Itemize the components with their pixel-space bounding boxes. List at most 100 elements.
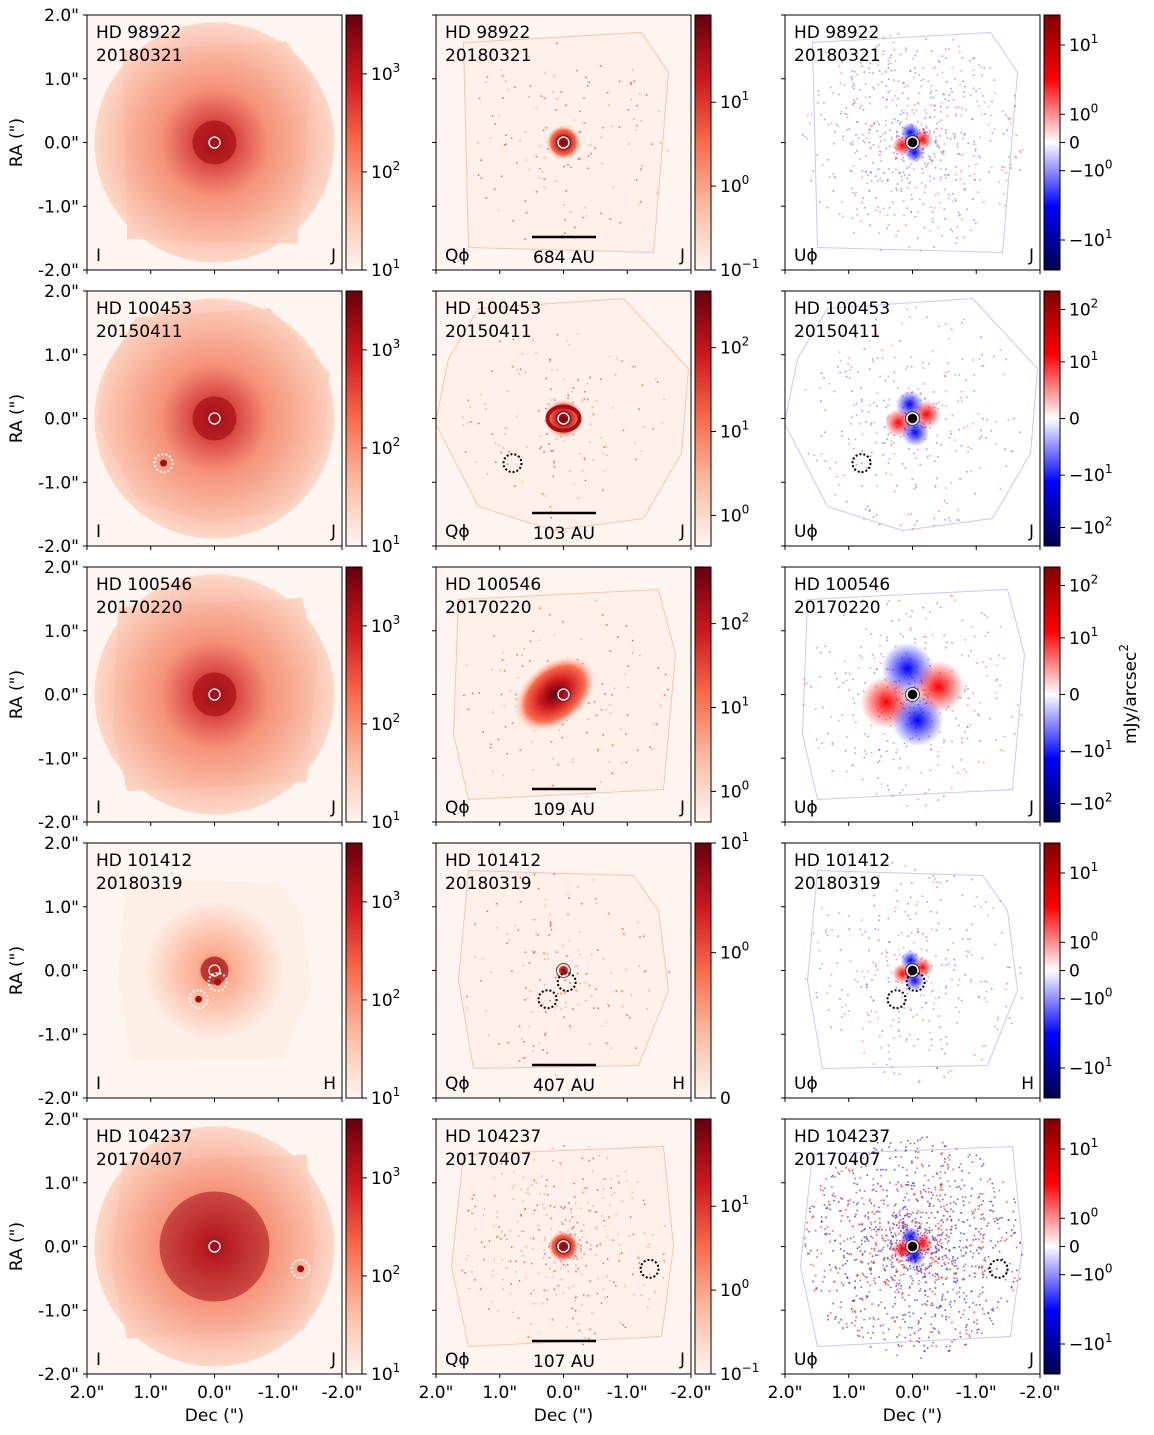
noise-pixel <box>938 510 940 513</box>
noise-pixel <box>584 479 587 482</box>
noise-pixel <box>624 673 627 675</box>
noise-pixel <box>529 659 531 662</box>
noise-pixel <box>596 1189 599 1191</box>
noise-pixel <box>542 129 545 132</box>
noise-pixel <box>826 206 829 209</box>
noise-pixel <box>939 1304 942 1307</box>
noise-pixel <box>840 1197 842 1199</box>
y-tick-label: 0.0" <box>44 1238 79 1258</box>
noise-pixel <box>892 117 895 120</box>
noise-pixel <box>910 626 912 629</box>
noise-pixel <box>955 717 957 720</box>
noise-pixel <box>647 1246 649 1249</box>
noise-pixel <box>869 1221 872 1224</box>
noise-pixel <box>866 55 869 57</box>
noise-pixel <box>915 1220 917 1223</box>
noise-pixel <box>840 1301 842 1304</box>
noise-pixel <box>893 371 896 374</box>
noise-pixel <box>995 1217 998 1219</box>
noise-pixel <box>632 365 635 368</box>
noise-pixel <box>490 1301 493 1304</box>
noise-pixel <box>974 1208 977 1211</box>
noise-pixel <box>602 1288 604 1291</box>
noise-pixel <box>963 1278 965 1281</box>
noise-pixel <box>965 470 968 473</box>
noise-pixel <box>544 1237 547 1239</box>
noise-pixel <box>953 958 956 961</box>
noise-pixel <box>806 1221 809 1224</box>
noise-pixel <box>894 1217 897 1220</box>
noise-pixel <box>934 1293 936 1295</box>
noise-pixel <box>812 1280 814 1283</box>
noise-pixel <box>1020 714 1023 716</box>
noise-pixel <box>886 603 889 606</box>
noise-pixel <box>640 1274 643 1276</box>
noise-pixel <box>500 451 503 454</box>
negative-lobe <box>901 418 930 447</box>
noise-pixel <box>936 602 939 605</box>
noise-pixel <box>894 1232 896 1235</box>
noise-pixel <box>944 218 947 220</box>
noise-pixel <box>651 1234 654 1236</box>
colorbar-tick-label: 101 <box>371 1361 400 1385</box>
noise-pixel <box>971 1210 973 1213</box>
noise-pixel <box>931 634 934 636</box>
noise-pixel <box>824 1187 826 1189</box>
noise-pixel <box>861 410 864 412</box>
noise-pixel <box>1006 982 1008 985</box>
noise-pixel <box>996 678 998 681</box>
noise-pixel <box>954 439 956 441</box>
noise-pixel <box>922 362 924 364</box>
noise-pixel <box>889 1242 892 1245</box>
noise-pixel <box>588 1043 591 1045</box>
noise-pixel <box>629 83 632 86</box>
noise-pixel <box>484 403 487 405</box>
noise-pixel <box>854 1287 856 1290</box>
noise-pixel <box>602 1262 605 1264</box>
noise-pixel <box>941 1188 943 1191</box>
noise-pixel <box>820 114 823 116</box>
noise-pixel <box>866 1332 869 1334</box>
noise-pixel <box>528 96 530 98</box>
noise-pixel <box>949 927 952 930</box>
noise-pixel <box>1005 1238 1008 1241</box>
noise-pixel <box>874 1241 877 1244</box>
noise-pixel <box>861 170 864 172</box>
noise-pixel <box>812 170 815 173</box>
noise-pixel <box>910 194 913 197</box>
noise-pixel <box>899 1260 902 1262</box>
noise-pixel <box>548 934 550 936</box>
noise-pixel <box>888 398 891 401</box>
noise-pixel <box>872 1063 875 1065</box>
noise-pixel <box>882 656 885 658</box>
noise-pixel <box>1001 1258 1004 1261</box>
noise-pixel <box>568 940 571 942</box>
noise-pixel <box>826 992 829 994</box>
noise-pixel <box>893 69 896 72</box>
noise-pixel <box>903 214 905 217</box>
noise-pixel <box>550 1228 552 1230</box>
noise-pixel <box>853 70 856 73</box>
noise-pixel <box>601 1215 603 1217</box>
noise-pixel <box>989 1317 991 1320</box>
noise-pixel <box>929 769 932 772</box>
noise-pixel <box>856 1183 859 1186</box>
noise-pixel <box>860 220 862 222</box>
noise-pixel <box>543 157 546 159</box>
noise-pixel <box>950 1220 953 1222</box>
noise-pixel <box>876 357 879 360</box>
noise-pixel <box>570 1227 573 1230</box>
noise-pixel <box>877 206 879 208</box>
noise-pixel <box>883 1258 885 1261</box>
noise-pixel <box>929 175 931 178</box>
noise-pixel <box>901 1293 903 1295</box>
noise-pixel <box>930 744 932 746</box>
colorbar-gradient <box>345 14 363 271</box>
noise-pixel <box>896 153 898 155</box>
noise-pixel <box>524 131 526 133</box>
noise-pixel <box>958 374 961 376</box>
noise-pixel <box>580 1273 583 1276</box>
noise-pixel <box>899 1287 902 1290</box>
